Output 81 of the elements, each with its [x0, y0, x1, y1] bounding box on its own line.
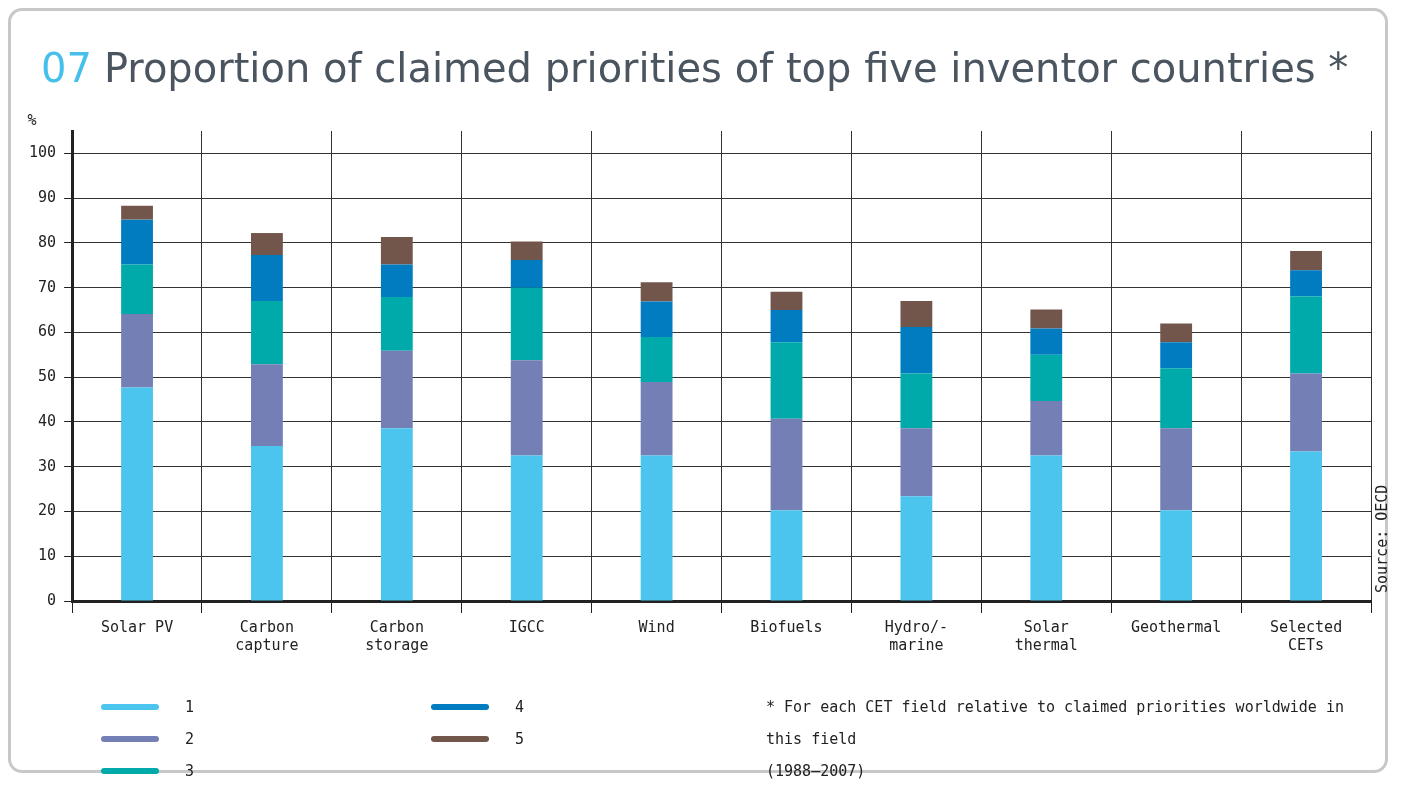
y-tick-label: 100: [29, 143, 57, 162]
y-tick-label: 60: [38, 322, 57, 341]
x-tick-label: Solar PV: [100, 617, 174, 636]
x-tick-label: IGCC: [508, 617, 545, 636]
bar: [251, 233, 283, 255]
bar: [1290, 250, 1322, 271]
bar: [900, 327, 933, 374]
text: (1988–2007): [766, 761, 867, 782]
bar: [251, 301, 283, 365]
x-tick-label: Wind: [638, 617, 675, 636]
bar: [1290, 270, 1322, 297]
legend-label: 4: [515, 698, 525, 716]
bar: [380, 428, 413, 601]
bar: [770, 342, 803, 419]
bar: [251, 364, 283, 447]
y-tick-label: 30: [38, 456, 57, 475]
x-tick-label: Hydro/- marine: [884, 617, 948, 654]
bar: [1030, 328, 1063, 355]
bar: [640, 282, 673, 302]
bar: [900, 496, 933, 601]
y-axis-title: %: [27, 111, 37, 130]
bar: [510, 455, 543, 601]
legend-label: 5: [515, 730, 525, 748]
bar: [1290, 373, 1322, 452]
bar: [1160, 323, 1193, 343]
bar: [121, 314, 153, 388]
bar: [900, 301, 933, 328]
bar: [380, 237, 413, 265]
y-tick-label: 80: [38, 232, 57, 251]
bar: [251, 254, 283, 302]
x-tick-label: Selected CETs: [1269, 617, 1343, 654]
bar: [770, 291, 803, 311]
bar: [510, 259, 543, 288]
bar: [900, 373, 933, 429]
text: * For each CET field relative to claimed priorities worldwide in this field: [766, 697, 1345, 750]
bar: [380, 264, 413, 298]
y-tick-label: 40: [38, 411, 57, 430]
y-tick-label: 10: [38, 546, 57, 565]
bar: [251, 446, 283, 601]
bar: [510, 360, 543, 456]
bar: [1160, 428, 1193, 511]
y-tick-label: 20: [38, 501, 57, 520]
bar: [510, 287, 543, 361]
bar: [1030, 354, 1063, 401]
bar: [121, 387, 153, 601]
legend-label: 1: [185, 698, 195, 716]
y-tick-label: 90: [38, 188, 57, 207]
bar: [121, 205, 153, 220]
y-tick-label: 70: [38, 277, 57, 296]
bar: [1290, 451, 1322, 601]
legend-label: 2: [185, 730, 195, 748]
legend-label: 3: [185, 762, 195, 780]
bar: [640, 336, 673, 383]
bar: [1160, 342, 1193, 369]
bar: [1290, 296, 1322, 374]
bar: [770, 310, 803, 343]
bar: [770, 418, 803, 511]
bar: [1160, 368, 1193, 429]
x-tick-label: Carbon storage: [365, 617, 429, 654]
source-note: Source: OECD: [1372, 484, 1391, 593]
bar: [1160, 510, 1193, 601]
chart-title: 07 Proportion of claimed priorities of top five inventor countries *: [41, 45, 1349, 91]
y-tick-label: 0: [47, 590, 57, 609]
x-tick-label: Biofuels: [750, 617, 823, 636]
x-tick-label: Geothermal: [1131, 617, 1222, 636]
x-tick-label: Solar thermal: [1014, 617, 1078, 654]
bar: [1030, 400, 1063, 456]
bar: [121, 219, 153, 265]
bar: [1030, 455, 1063, 601]
bar: [640, 455, 673, 601]
x-tick-label: Carbon capture: [235, 617, 299, 654]
bar: [380, 297, 413, 351]
bar: [640, 382, 673, 456]
y-tick-label: 50: [38, 367, 57, 386]
bar: [770, 510, 803, 601]
bar: [1030, 309, 1063, 329]
bar: [900, 428, 933, 497]
bar: [510, 241, 543, 260]
bar: [640, 301, 673, 337]
bar: [380, 350, 413, 429]
bar: [121, 264, 153, 315]
